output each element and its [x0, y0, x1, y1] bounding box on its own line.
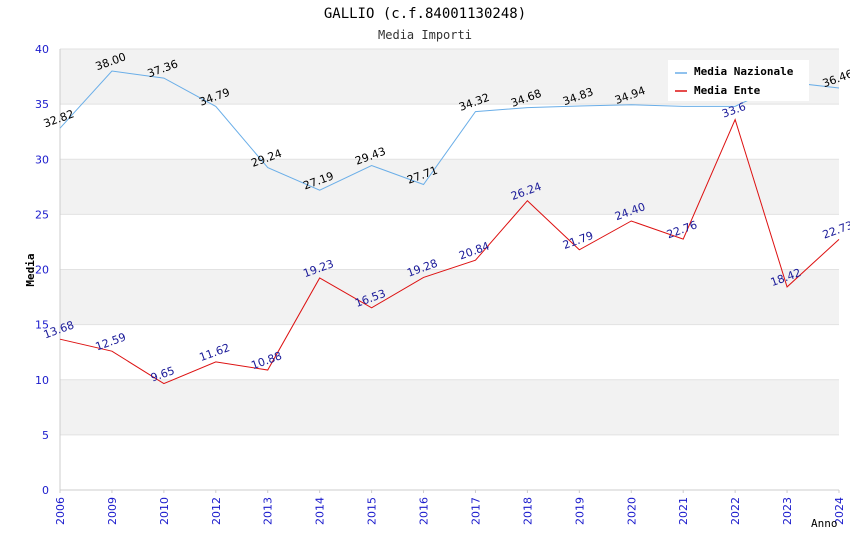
x-tick-label: 2014	[314, 497, 327, 525]
chart-subtitle: Media Importi	[378, 28, 472, 42]
background-band	[60, 159, 839, 215]
axes	[59, 49, 839, 491]
chart-title: GALLIO (c.f.84001130248)	[324, 6, 526, 22]
x-tick-label: 2021	[677, 497, 690, 525]
x-tick-label: 2009	[106, 497, 119, 525]
y-tick-label: 25	[35, 208, 49, 221]
x-tick-label: 2024	[833, 497, 846, 525]
x-tick-label: 2012	[210, 497, 223, 525]
legend-box	[668, 60, 809, 101]
x-tick-label: 2019	[573, 497, 586, 525]
x-tick-label: 2018	[521, 497, 534, 525]
background-band	[60, 434, 839, 490]
x-tick-label: 2020	[625, 497, 638, 525]
y-tick-labels: 0 5 10 15 20 25 30 35 40	[35, 43, 49, 497]
y-tick-label: 20	[35, 264, 49, 277]
series-line-ente	[59, 118, 840, 385]
legend-label-nazionale: Media Nazionale	[694, 65, 794, 78]
x-tick-label: 2006	[54, 497, 67, 525]
y-tick-label: 5	[42, 429, 49, 442]
x-axis-label: Anno	[811, 517, 838, 530]
y-tick-label: 15	[35, 319, 49, 332]
series-lines	[59, 70, 840, 385]
background-bands	[60, 49, 839, 490]
y-tick-label: 40	[35, 43, 49, 56]
x-tick-label: 2010	[158, 497, 171, 525]
x-tick-label: 2023	[781, 497, 794, 525]
y-tick-label: 10	[35, 374, 49, 387]
x-tick-label: 2022	[729, 497, 742, 525]
y-tick-label: 30	[35, 153, 49, 166]
x-tick-label: 2016	[418, 497, 431, 525]
x-tick-label: 2013	[262, 497, 275, 525]
x-tick-label: 2015	[366, 497, 379, 525]
legend: Media Nazionale Media Ente	[668, 60, 809, 101]
background-band	[60, 324, 839, 380]
legend-label-ente: Media Ente	[694, 84, 761, 97]
x-tick-labels: 2006 2009 2010 2012 2013 2014 2015 2016 2017 2018…	[54, 490, 846, 525]
background-band	[60, 214, 839, 270]
y-axis-label: Media	[24, 253, 37, 286]
x-tick-label: 2017	[469, 497, 482, 525]
background-band	[60, 269, 839, 325]
y-tick-label: 35	[35, 98, 49, 111]
y-tick-label: 0	[42, 484, 49, 497]
background-band	[60, 379, 839, 435]
background-band	[60, 104, 839, 160]
series-line-nazionale	[59, 70, 840, 191]
